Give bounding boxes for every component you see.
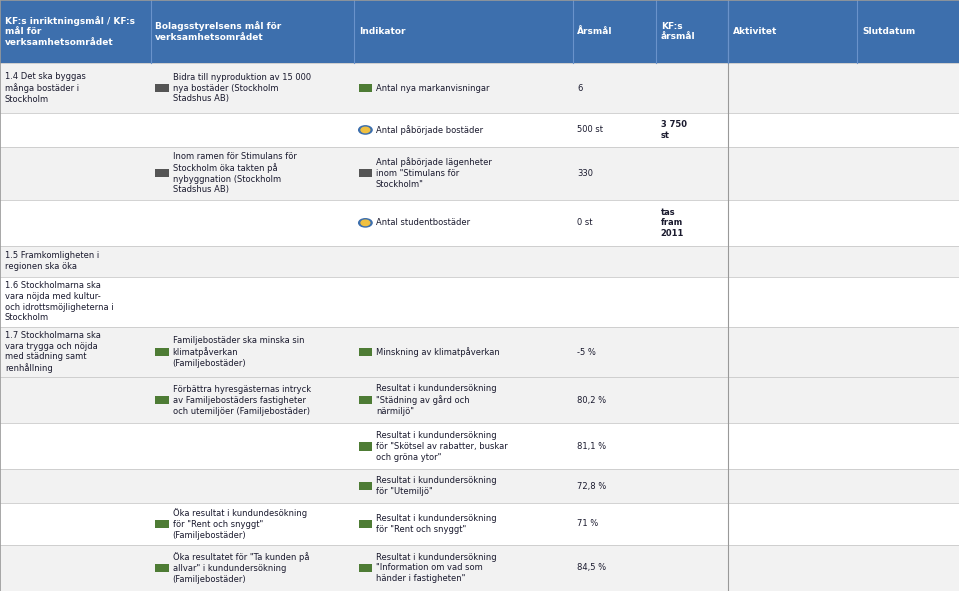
Bar bbox=[155, 348, 169, 356]
Bar bbox=[359, 396, 372, 404]
Text: tas
fram
2011: tas fram 2011 bbox=[661, 207, 684, 238]
Text: 80,2 %: 80,2 % bbox=[577, 396, 606, 405]
Circle shape bbox=[359, 219, 372, 227]
Bar bbox=[0, 423, 959, 469]
Bar bbox=[0, 277, 959, 327]
Text: Antal påbörjade lägenheter
inom "Stimulans för
Stockholm": Antal påbörjade lägenheter inom "Stimula… bbox=[376, 158, 492, 189]
Text: Aktivitet: Aktivitet bbox=[733, 27, 777, 36]
Text: Slutdatum: Slutdatum bbox=[862, 27, 916, 36]
Text: Indikator: Indikator bbox=[359, 27, 405, 36]
Text: Bolagsstyrelsens mål för
verksamhetsområdet: Bolagsstyrelsens mål för verksamhetsområ… bbox=[155, 21, 282, 42]
Text: 6: 6 bbox=[577, 83, 583, 93]
Text: Öka resultatet för "Ta kunden på
allvar" i kundundersökning
(Familjebostäder): Öka resultatet för "Ta kunden på allvar"… bbox=[173, 552, 309, 584]
Text: 3 750
st: 3 750 st bbox=[661, 120, 687, 140]
Text: Antal studentbostäder: Antal studentbostäder bbox=[376, 218, 470, 228]
Text: 1.5 Framkomligheten i
regionen ska öka: 1.5 Framkomligheten i regionen ska öka bbox=[5, 251, 99, 271]
Text: 1.7 Stockholmarna ska
vara trygga och nöjda
med städning samt
renhållning: 1.7 Stockholmarna ska vara trygga och nö… bbox=[5, 331, 101, 374]
Text: 71 %: 71 % bbox=[577, 519, 598, 528]
Bar bbox=[359, 442, 372, 450]
Bar bbox=[359, 348, 372, 356]
Text: 0 st: 0 st bbox=[577, 218, 593, 228]
Bar bbox=[0, 147, 959, 200]
Text: Årsmål: Årsmål bbox=[577, 27, 613, 36]
Circle shape bbox=[361, 220, 370, 226]
Text: Resultat i kundundersökning
för "Skötsel av rabatter, buskar
och gröna ytor": Resultat i kundundersökning för "Skötsel… bbox=[376, 431, 507, 462]
Bar bbox=[155, 84, 169, 92]
Text: Resultat i kundundersökning
för "Utemiljö": Resultat i kundundersökning för "Utemilj… bbox=[376, 476, 497, 496]
Text: 84,5 %: 84,5 % bbox=[577, 563, 606, 573]
Text: 330: 330 bbox=[577, 169, 594, 178]
Bar bbox=[0, 469, 959, 503]
Bar bbox=[359, 564, 372, 572]
Bar bbox=[0, 377, 959, 423]
Bar bbox=[0, 545, 959, 591]
Text: 72,8 %: 72,8 % bbox=[577, 482, 607, 491]
Circle shape bbox=[359, 126, 372, 134]
Text: Förbättra hyresgästernas intryck
av Familjebostäders fastigheter
och utemiljöer : Förbättra hyresgästernas intryck av Fami… bbox=[173, 385, 311, 415]
Bar bbox=[359, 84, 372, 92]
Text: Resultat i kundundersökning
"Information om vad som
händer i fastigheten": Resultat i kundundersökning "Information… bbox=[376, 553, 497, 583]
Text: Antal påbörjade bostäder: Antal påbörjade bostäder bbox=[376, 125, 483, 135]
Text: KF:s inriktningsmål / KF:s
mål för
verksamhetsområdet: KF:s inriktningsmål / KF:s mål för verks… bbox=[5, 16, 135, 47]
Text: 81,1 %: 81,1 % bbox=[577, 442, 606, 451]
Circle shape bbox=[361, 127, 370, 132]
Text: 500 st: 500 st bbox=[577, 125, 603, 134]
Text: Öka resultat i kundundesökning
för "Rent och snyggt"
(Familjebostäder): Öka resultat i kundundesökning för "Rent… bbox=[173, 508, 307, 540]
Text: Antal nya markanvisningar: Antal nya markanvisningar bbox=[376, 83, 489, 93]
Bar bbox=[359, 520, 372, 528]
Text: Familjebostäder ska minska sin
klimatpåverkan
(Familjebostäder): Familjebostäder ska minska sin klimatpåv… bbox=[173, 336, 304, 368]
Text: Inom ramen för Stimulans för
Stockholm öka takten på
nybyggnation (Stockholm
Sta: Inom ramen för Stimulans för Stockholm ö… bbox=[173, 152, 296, 194]
Bar bbox=[155, 169, 169, 177]
Bar bbox=[359, 169, 372, 177]
Text: Bidra till nyproduktion av 15 000
nya bostäder (Stockholm
Stadshus AB): Bidra till nyproduktion av 15 000 nya bo… bbox=[173, 73, 311, 103]
Bar bbox=[0, 246, 959, 277]
Bar bbox=[0, 63, 959, 113]
Bar bbox=[155, 520, 169, 528]
Bar bbox=[155, 396, 169, 404]
Bar bbox=[0, 503, 959, 545]
Bar bbox=[0, 0, 959, 63]
Text: Minskning av klimatpåverkan: Minskning av klimatpåverkan bbox=[376, 347, 500, 357]
Bar bbox=[0, 200, 959, 246]
Text: -5 %: -5 % bbox=[577, 348, 596, 356]
Text: KF:s
årsmål: KF:s årsmål bbox=[661, 21, 695, 41]
Bar bbox=[0, 327, 959, 377]
Bar bbox=[359, 482, 372, 491]
Text: Resultat i kundundersökning
"Städning av gård och
närmiljö": Resultat i kundundersökning "Städning av… bbox=[376, 385, 497, 416]
Text: Resultat i kundundersökning
för "Rent och snyggt": Resultat i kundundersökning för "Rent oc… bbox=[376, 514, 497, 534]
Bar bbox=[155, 564, 169, 572]
Text: 1.4 Det ska byggas
många bostäder i
Stockholm: 1.4 Det ska byggas många bostäder i Stoc… bbox=[5, 72, 85, 104]
Bar bbox=[0, 113, 959, 147]
Text: 1.6 Stockholmarna ska
vara nöjda med kultur-
och idrottsmöjligheterna i
Stockhol: 1.6 Stockholmarna ska vara nöjda med kul… bbox=[5, 281, 113, 323]
